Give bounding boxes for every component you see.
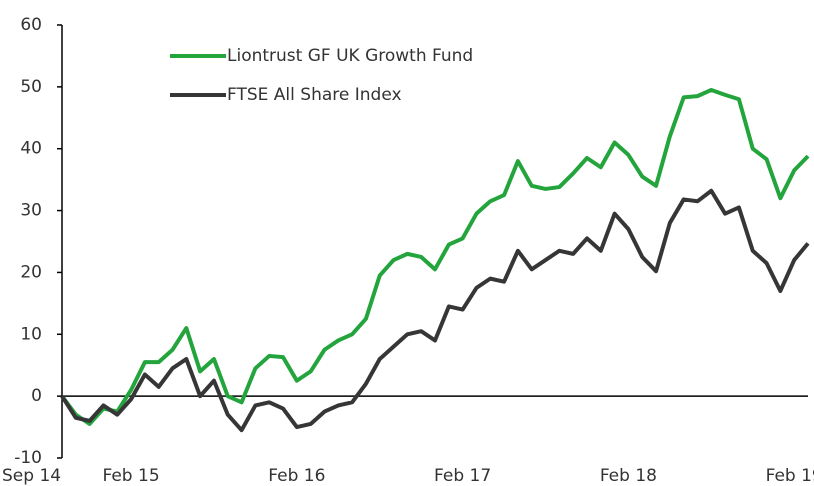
x-tick-label: Sep 14 (2, 466, 61, 486)
x-tick-label: Feb 16 (268, 466, 325, 486)
legend-label: FTSE All Share Index (227, 85, 402, 105)
x-tick-label: Feb 18 (600, 466, 657, 486)
y-tick-label: 30 (20, 201, 42, 221)
x-tick-label: Feb 19 (766, 466, 814, 486)
x-tick-label: Feb 15 (103, 466, 160, 486)
series-line (60, 188, 810, 433)
y-tick-label: 50 (20, 77, 42, 97)
y-tick-label: 40 (20, 139, 42, 159)
y-tick-label: 20 (20, 262, 42, 282)
y-tick-label: -10 (14, 448, 42, 468)
y-tick-label: 60 (20, 15, 42, 35)
legend-label: Liontrust GF UK Growth Fund (227, 46, 473, 66)
x-tick-label: Feb 17 (434, 466, 491, 486)
y-tick-label: 0 (31, 386, 42, 406)
series-line (60, 87, 810, 426)
y-tick-label: 10 (20, 324, 42, 344)
